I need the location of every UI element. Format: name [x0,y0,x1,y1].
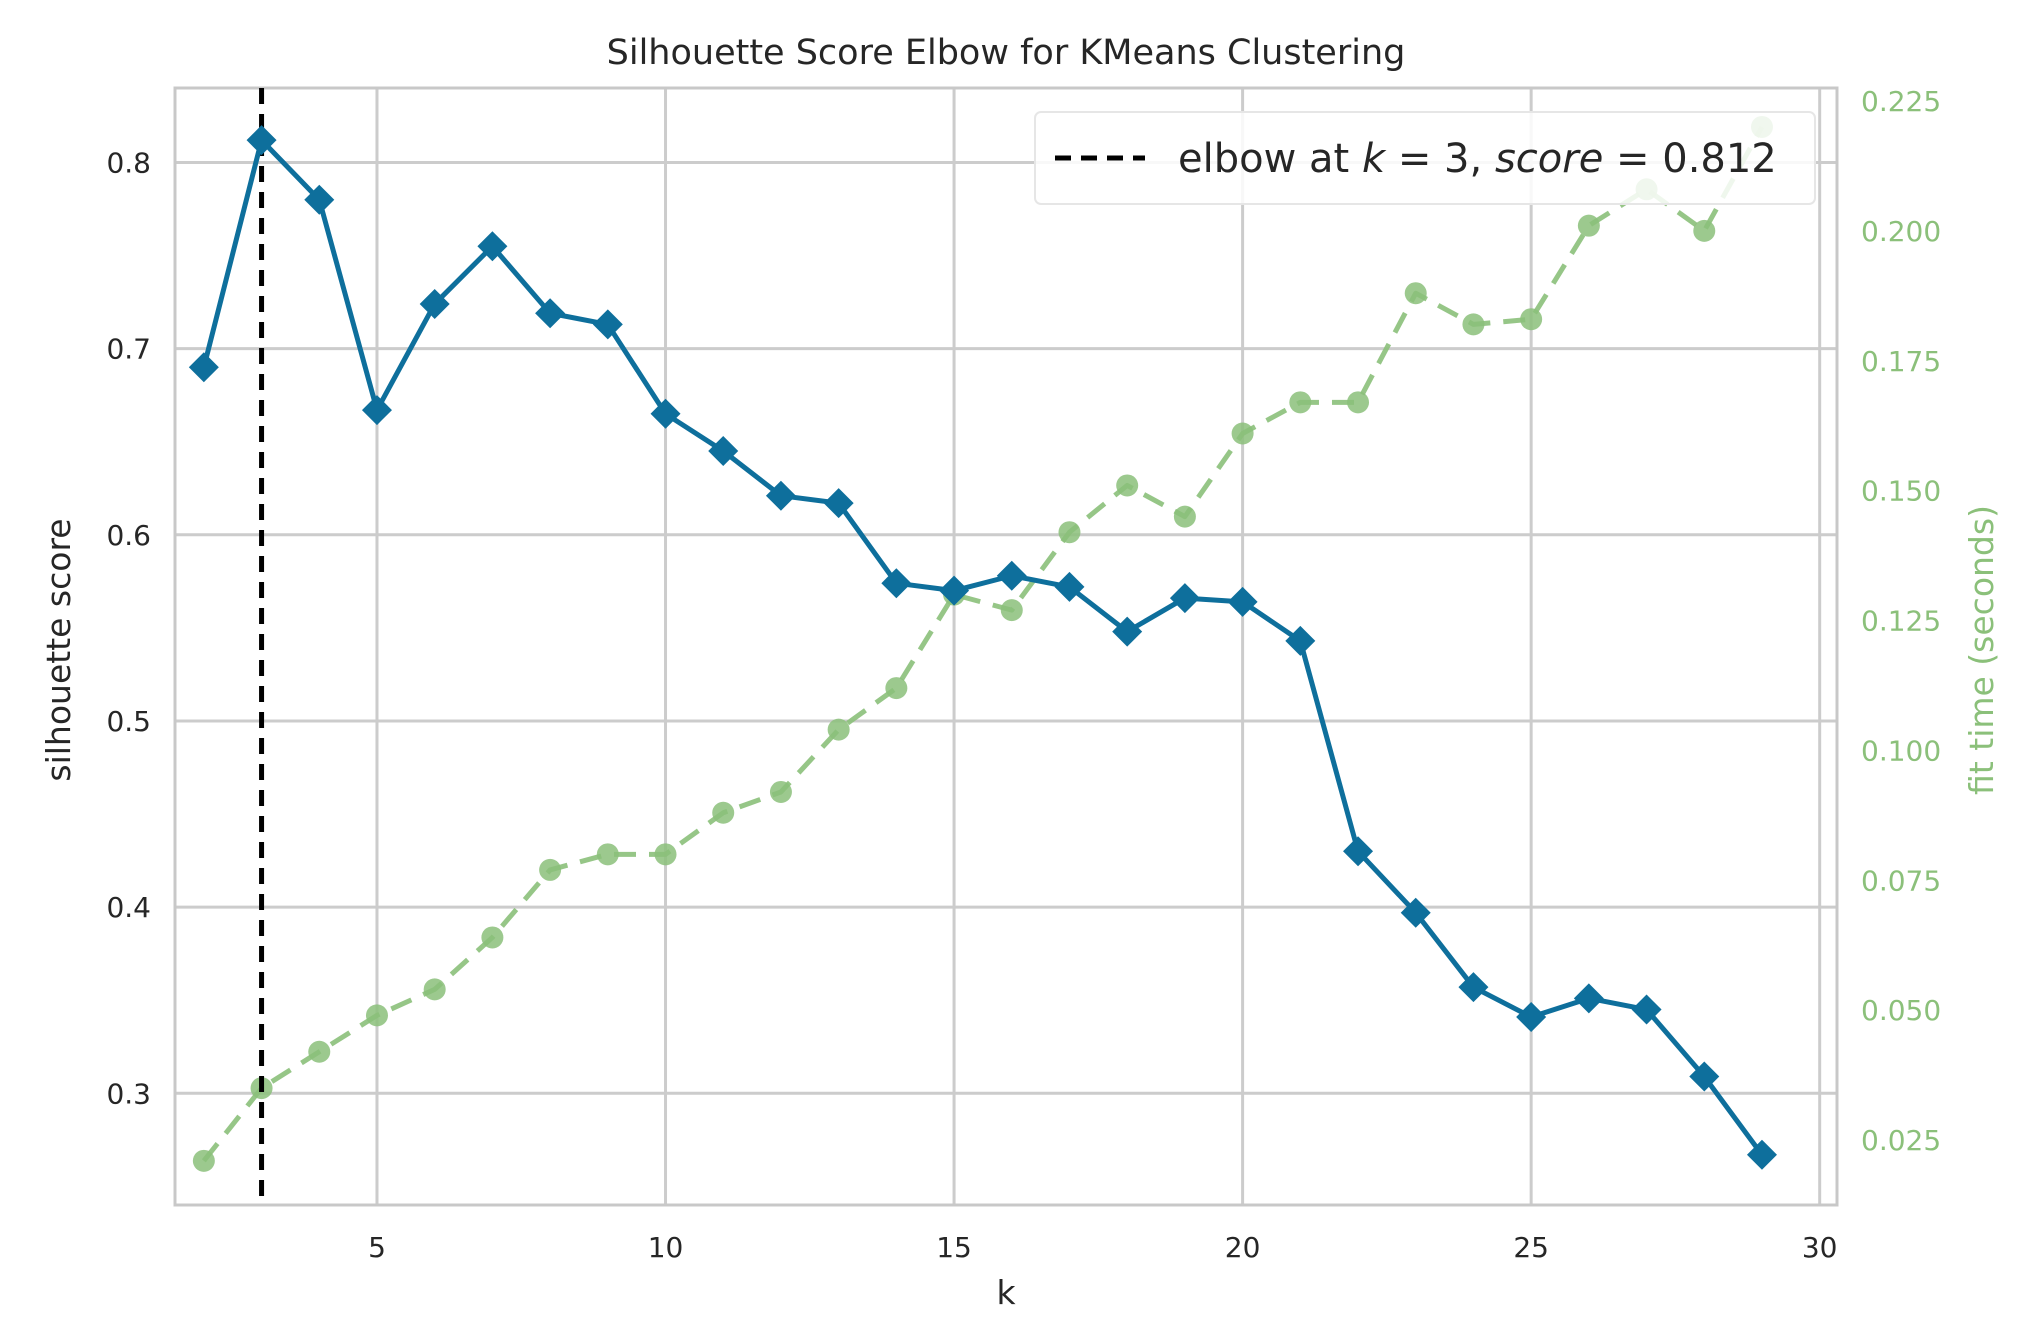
silhouette-score-point [1516,1001,1547,1032]
fit-time-point [308,1040,331,1063]
y2-tick-label: 0.200 [1861,215,1941,248]
fit-time-point [885,677,908,700]
silhouette-score-point [1573,983,1604,1014]
silhouette-score-point [1285,625,1316,656]
fit-time-point [1520,308,1543,331]
silhouette-score-point [881,568,912,599]
fit-time-point [1577,214,1600,237]
legend-label-suffix: = 0.812 [1603,136,1776,182]
silhouette-score-point [1631,994,1662,1025]
y2-tick-label: 0.025 [1861,1124,1941,1157]
fit-time-line [201,125,1765,1163]
silhouette-score-point [996,560,1027,591]
chart-title: Silhouette Score Elbow for KMeans Cluste… [607,33,1406,73]
fit-time-point [1289,391,1312,414]
fit-time-point [654,843,677,866]
silhouette-score-point [1343,836,1374,867]
fit-time-point [1347,391,1370,414]
y2-tick-label: 0.125 [1861,605,1941,638]
fit-time-point [192,1149,215,1172]
y-tick-label: 0.3 [106,1077,151,1110]
fit-time-point [1116,474,1139,497]
silhouette-score-point [1400,897,1431,928]
y-tick-label: 0.5 [106,705,151,738]
fit-time-point [481,926,504,949]
fit-time-point [1000,599,1023,622]
silhouette-score-point [650,398,681,429]
silhouette-score-point [592,309,623,340]
fit-time-point [1058,521,1081,544]
silhouette-score-point [939,575,970,606]
fit-time-point [712,801,735,824]
legend-label: elbow at k = 3, score = 0.812 [1178,136,1777,182]
silhouette-score-point [1169,583,1200,614]
y2-tick-label: 0.100 [1861,734,1941,767]
silhouette-score-point [1458,972,1489,1003]
y-tick-label: 0.8 [106,146,151,179]
y2-tick-label: 0.075 [1861,864,1941,897]
fit-time-point [1404,282,1427,305]
y2-tick-label: 0.225 [1861,85,1941,118]
silhouette-score-point [1227,586,1258,617]
silhouette-score-point [477,231,508,262]
silhouette-score-series [188,125,1777,1170]
x-tick-label: 10 [648,1231,684,1264]
y-tick-label: 0.6 [106,519,151,552]
y2-tick-label: 0.175 [1861,345,1941,378]
legend-label-score: score [1495,136,1603,182]
silhouette-score-point [304,184,335,215]
legend-label-mid: = 3, [1385,136,1495,182]
y-tick-label: 0.7 [106,333,151,366]
x-tick-label: 20 [1225,1231,1261,1264]
tick-labels: 5 10 15 20 25 30 0.3 0.4 0.5 0.6 0.7 0.8 0.025 0.050 0… [106,85,1941,1264]
silhouette-score-point [765,480,796,511]
legend-label-k: k [1362,136,1387,182]
silhouette-score-point [535,298,566,329]
y-axis-label: silhouette score [39,518,78,781]
x-tick-label: 15 [936,1231,972,1264]
fit-time-point [769,780,792,803]
fit-time-point [365,1004,388,1027]
silhouette-score-point [1054,571,1085,602]
fit-time-point [827,718,850,741]
fit-time-point [1231,422,1254,445]
plot-frame [173,86,1839,1207]
fit-time-point [596,843,619,866]
silhouette-score-point [1746,1139,1777,1170]
y2-axis-label: fit time (seconds) [1962,505,2001,795]
fit-time-point [1173,505,1196,528]
y2-tick-label: 0.050 [1861,994,1941,1027]
silhouette-score-point [246,125,277,156]
fit-time-point [1462,313,1485,336]
legend: elbow at k = 3, score = 0.812 [1034,111,1816,205]
grid [175,88,1837,1205]
x-tick-label: 30 [1802,1231,1838,1264]
fit-time-point [1693,219,1716,242]
x-tick-label: 25 [1513,1231,1549,1264]
silhouette-score-point [1112,616,1143,647]
silhouette-score-point [188,352,219,383]
silhouette-score-point [823,488,854,519]
legend-box [1034,111,1816,205]
silhouette-score-point [361,395,392,426]
silhouette-score-point [419,288,450,319]
silhouette-score-point [708,436,739,467]
y-tick-label: 0.4 [106,891,151,924]
y2-tick-label: 0.150 [1861,475,1941,508]
silhouette-score-point [1689,1061,1720,1092]
fit-time-point [423,978,446,1001]
x-axis-label: k [996,1273,1016,1312]
fit-time-point [539,858,562,881]
x-tick-label: 5 [368,1231,386,1264]
silhouette-score-line [201,137,1764,1157]
legend-label-prefix: elbow at [1178,136,1362,182]
